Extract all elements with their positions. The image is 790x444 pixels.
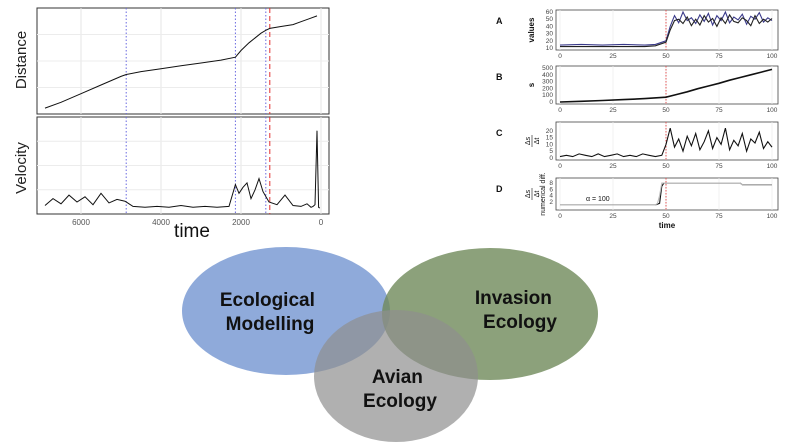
panel-ytick-label: 20 (546, 128, 554, 135)
alpha-annotation: α = 100 (586, 196, 610, 203)
panel-xtick-label: 75 (715, 213, 723, 220)
panel-ylabel-extra: numerical diff. (540, 172, 547, 216)
panel-ytick-label: 400 (542, 72, 553, 79)
fraction-denominator: Δt (534, 138, 541, 145)
panel-ytick-label: 2 (549, 199, 553, 206)
panel-xtick-label: 25 (609, 107, 617, 114)
panel-ytick-label: 20 (546, 38, 554, 45)
panel-ytick-label: 60 (546, 9, 554, 16)
panel-xtick-label: 0 (558, 107, 562, 114)
panel-ytick-label: 30 (546, 31, 554, 38)
panel-xtick-label: 75 (715, 53, 723, 60)
panel-xtick-label: 75 (715, 107, 723, 114)
panel-ytick-label: 100 (542, 92, 553, 99)
panel-ytick-label: 6 (549, 186, 553, 193)
panel-ylabel: values (527, 17, 536, 42)
distance-ylabel: Distance (13, 31, 30, 89)
panel-ytick-label: 0 (549, 155, 553, 162)
panel-xtick-label: 75 (715, 163, 723, 170)
distance-series-line (44, 15, 318, 109)
ecological-modelling-label: Ecological Modelling (220, 290, 320, 335)
fraction-denominator: Δt (534, 191, 541, 198)
avian-ecology-label: Avian Ecology (363, 367, 437, 412)
fraction-numerator: Δs (525, 136, 532, 145)
velocity-xtick-label: 2000 (232, 218, 250, 227)
panel-xtick-label: 50 (662, 107, 670, 114)
panel-ylabel-fraction: Δs Δt (525, 188, 541, 200)
panel-xtick-label: 50 (662, 213, 670, 220)
panel-letter: D (496, 184, 503, 194)
panel-xtick-label: 25 (609, 163, 617, 170)
panel-xtick-label: 50 (662, 163, 670, 170)
panel-ytick-label: 50 (546, 16, 554, 23)
panel-series-line (559, 127, 773, 158)
panel-ytick-label: 500 (542, 65, 553, 72)
velocity-xtick-label: 0 (319, 218, 324, 227)
panel-series-line (559, 10, 773, 46)
panel-ytick-label: 200 (542, 85, 553, 92)
panel-series-line (559, 68, 773, 103)
panel-ytick-label: 300 (542, 79, 553, 86)
fraction-numerator: Δs (525, 189, 532, 198)
panel-xtick-label: 0 (558, 213, 562, 220)
distance-velocity-chart: Distance Velocity 6000 4000 2000 0 time (13, 7, 330, 242)
velocity-xtick-label: 6000 (72, 218, 90, 227)
panel-ytick-label: 5 (549, 148, 553, 155)
velocity-ylabel: Velocity (13, 142, 30, 194)
panel-xtick-label: 25 (609, 213, 617, 220)
panel-xtick-label: 100 (767, 163, 778, 170)
time-xlabel: time (174, 221, 210, 242)
invasion-ecology-label: Invasion Ecology (475, 288, 558, 333)
panel-frame (555, 65, 779, 105)
panel-xlabel: time (659, 221, 676, 230)
velocity-series-line (44, 130, 321, 209)
panel-ytick-label: 8 (549, 180, 553, 187)
panel-xtick-label: 0 (558, 163, 562, 170)
panel-ytick-label: 4 (549, 193, 553, 200)
panel-xtick-label: 25 (609, 53, 617, 60)
panel-series-line (560, 13, 773, 48)
panel-xtick-label: 100 (767, 107, 778, 114)
avian-ecology-circle (314, 310, 478, 442)
panel-ytick-label: 40 (546, 23, 554, 30)
venn-diagram: Ecological Modelling Invasion Ecology Av… (182, 247, 598, 442)
panel-ytick-label: 10 (546, 45, 554, 52)
panel-frame (555, 9, 779, 51)
panel-series-line (560, 182, 772, 206)
panel-xtick-label: 100 (767, 53, 778, 60)
panel-ylabel-fraction: Δs Δt (525, 135, 541, 147)
panel-letter: C (496, 128, 503, 138)
panel-letter: A (496, 16, 503, 26)
panel-xtick-label: 50 (662, 53, 670, 60)
panel-ytick-label: 15 (546, 135, 554, 142)
panel-ytick-label: 10 (546, 141, 554, 148)
panel-xtick-label: 100 (767, 213, 778, 220)
panel-xtick-label: 0 (558, 53, 562, 60)
panel-letter: B (496, 72, 503, 82)
velocity-xtick-label: 4000 (152, 218, 170, 227)
panel-ylabel: s (527, 82, 536, 87)
panel-ytick-label: 0 (549, 99, 553, 106)
